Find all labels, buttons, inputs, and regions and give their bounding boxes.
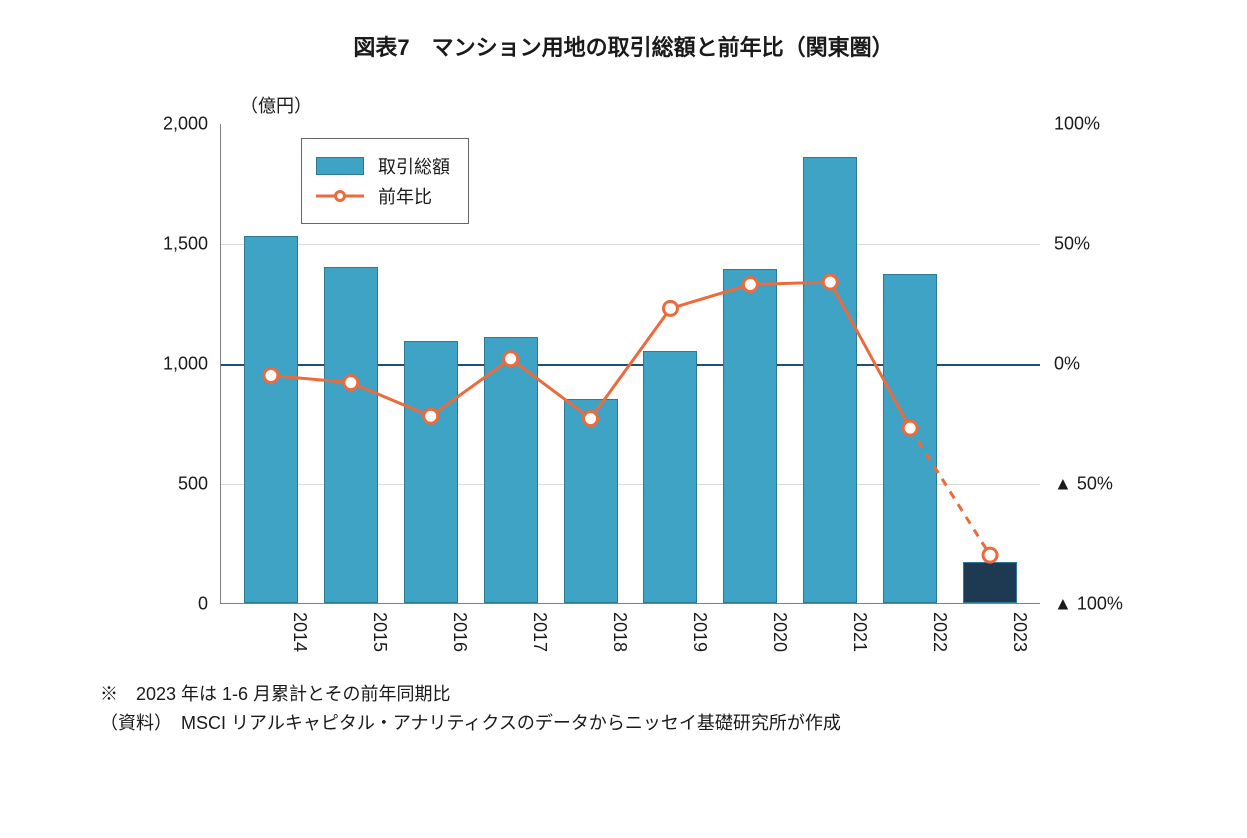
plot-area: 取引総額 前年比 bbox=[220, 124, 1040, 604]
note-line-1: ※ 2023 年は 1-6 月累計とその前年同期比 bbox=[100, 680, 1207, 709]
bar-slot bbox=[631, 124, 711, 603]
chart-title: 図表7 マンション用地の取引総額と前年比（関東圏） bbox=[40, 30, 1207, 62]
left-axis: 05001,0001,5002,000 bbox=[40, 124, 220, 604]
right-tick: 100% bbox=[1054, 114, 1100, 135]
bar bbox=[564, 399, 618, 603]
x-label: 2022 bbox=[870, 612, 950, 652]
right-tick: ▲ 50% bbox=[1054, 474, 1113, 495]
right-tick: ▲ 100% bbox=[1054, 594, 1123, 615]
chart-notes: ※ 2023 年は 1-6 月累計とその前年同期比 （資料） MSCI リアルキ… bbox=[100, 680, 1207, 738]
x-label: 2023 bbox=[950, 612, 1030, 652]
bar-slot bbox=[710, 124, 790, 603]
bar-slot bbox=[551, 124, 631, 603]
plot-row: 05001,0001,5002,000 取引総額 前年比 ▲ 100%▲ 50%… bbox=[40, 124, 1207, 604]
left-tick: 1,500 bbox=[163, 234, 208, 255]
left-tick: 2,000 bbox=[163, 114, 208, 135]
x-axis-labels: 2014201520162017201820192020202120222023 bbox=[220, 604, 1040, 652]
bar bbox=[404, 341, 458, 603]
bar bbox=[324, 267, 378, 603]
bar bbox=[484, 337, 538, 603]
bar bbox=[883, 274, 937, 603]
x-label: 2014 bbox=[230, 612, 310, 652]
left-tick: 1,000 bbox=[163, 354, 208, 375]
bar-slot bbox=[870, 124, 950, 603]
bar-slot bbox=[231, 124, 311, 603]
left-tick: 0 bbox=[198, 594, 208, 615]
x-label: 2015 bbox=[310, 612, 390, 652]
bar bbox=[723, 269, 777, 603]
x-label: 2020 bbox=[710, 612, 790, 652]
chart-figure: 図表7 マンション用地の取引総額と前年比（関東圏） （億円） 05001,000… bbox=[40, 30, 1207, 738]
bar bbox=[803, 157, 857, 603]
x-label: 2019 bbox=[630, 612, 710, 652]
bar-slot bbox=[471, 124, 551, 603]
bar bbox=[643, 351, 697, 603]
bar bbox=[244, 236, 298, 603]
right-tick: 0% bbox=[1054, 354, 1080, 375]
x-label: 2016 bbox=[390, 612, 470, 652]
note-line-2: （資料） MSCI リアルキャピタル・アナリティクスのデータからニッセイ基礎研究… bbox=[100, 709, 1207, 738]
right-axis: ▲ 100%▲ 50%0%50%100% bbox=[1040, 124, 1200, 604]
bar-slot bbox=[790, 124, 870, 603]
bars bbox=[221, 124, 1040, 603]
x-label: 2017 bbox=[470, 612, 550, 652]
x-label: 2018 bbox=[550, 612, 630, 652]
bar-slot bbox=[950, 124, 1030, 603]
left-tick: 500 bbox=[178, 474, 208, 495]
x-label: 2021 bbox=[790, 612, 870, 652]
bar-slot bbox=[391, 124, 471, 603]
right-tick: 50% bbox=[1054, 234, 1090, 255]
bar bbox=[963, 562, 1017, 603]
bar-slot bbox=[311, 124, 391, 603]
